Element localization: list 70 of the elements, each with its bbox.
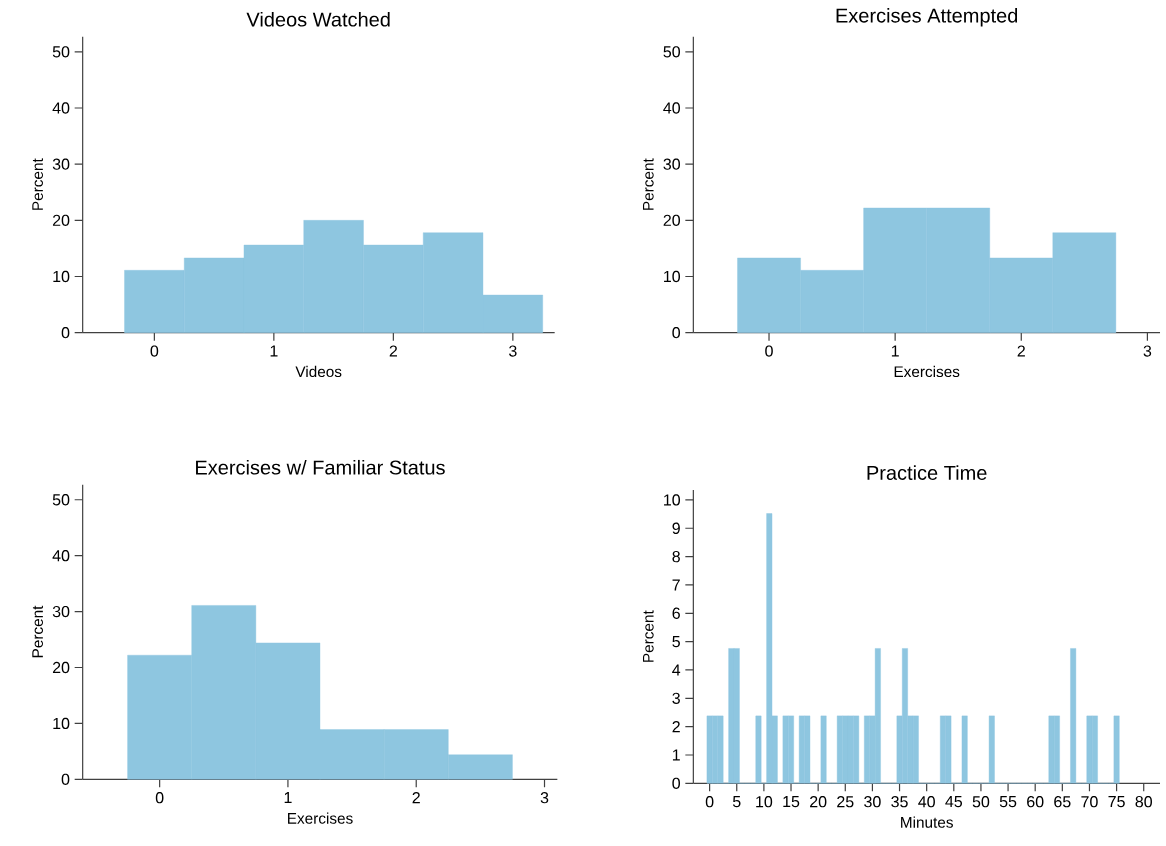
y-tick-label: 10 [53, 270, 70, 283]
y-tick-label: 7 [672, 579, 680, 591]
x-tick-label: 0 [705, 796, 714, 808]
y-tick-label: 20 [52, 214, 70, 226]
x-tick-label: 75 [1108, 796, 1125, 808]
x-tick-label: 3 [1143, 345, 1152, 357]
y-tick-label: 40 [52, 102, 70, 114]
y-tick-label: 30 [52, 605, 70, 618]
y-axis-title: Percent [642, 610, 654, 662]
y-tick-label: 0 [61, 327, 70, 339]
x-tick-label: 55 [999, 796, 1017, 808]
x-tick-label: 30 [864, 796, 881, 808]
x-tick-label: 5 [732, 796, 741, 808]
y-axis-title: Percent [32, 605, 43, 658]
x-tick-label: 80 [1135, 796, 1152, 808]
x-tick-label: 0 [155, 792, 164, 804]
chart-title: Practice Time [867, 465, 987, 480]
y-tick-label: 20 [52, 661, 70, 674]
x-tick-label: 1 [284, 792, 292, 804]
y-tick-label: 30 [663, 158, 681, 170]
x-tick-label: 35 [891, 796, 908, 808]
x-tick-label: 70 [1081, 796, 1098, 808]
x-tick-label: 2 [412, 792, 420, 804]
y-tick-label: 9 [672, 522, 680, 534]
y-tick-label: 6 [672, 607, 680, 619]
y-tick-label: 0 [672, 327, 681, 339]
x-tick-label: 3 [509, 345, 517, 357]
y-tick-label: 10 [664, 270, 681, 283]
x-tick-label: 15 [783, 796, 800, 808]
x-tick-label: 1 [270, 345, 278, 357]
x-tick-label: 2 [1017, 345, 1025, 357]
y-tick-label: 50 [52, 46, 70, 58]
y-axis-title: Percent [642, 158, 654, 210]
y-tick-label: 10 [664, 494, 681, 506]
y-tick-label: 0 [61, 773, 70, 785]
x-tick-label: 2 [389, 345, 397, 357]
y-axis-title: Percent [32, 158, 43, 210]
y-tick-label: 50 [52, 494, 70, 506]
y-tick-label: 10 [53, 717, 70, 730]
y-tick-label: 50 [663, 46, 681, 58]
x-tick-label: 1 [891, 345, 899, 357]
x-axis-title: Exercises [288, 812, 353, 824]
x-axis-title: Videos [295, 365, 342, 378]
x-tick-label: 50 [972, 796, 990, 808]
x-tick-label: 20 [810, 796, 827, 808]
x-tick-label: 0 [150, 345, 159, 357]
y-tick-label: 8 [672, 550, 680, 563]
chart-title: Videos Watched [246, 11, 390, 27]
chart-title: Exercises Attempted [836, 7, 1018, 27]
x-tick-label: 60 [1027, 796, 1044, 808]
x-axis-title: Minutes [901, 816, 953, 828]
x-tick-label: 10 [756, 796, 773, 808]
x-tick-label: 0 [765, 345, 773, 357]
x-tick-label: 3 [540, 792, 549, 804]
y-tick-label: 1 [672, 749, 680, 761]
y-tick-label: 20 [663, 214, 681, 226]
x-axis-title: Exercises [894, 365, 960, 378]
y-tick-label: 40 [663, 102, 681, 114]
y-tick-label: 5 [672, 636, 680, 648]
chart-title: Exercises w/ Familiar Status [196, 459, 445, 475]
y-tick-label: 0 [672, 777, 681, 789]
x-tick-label: 65 [1054, 796, 1071, 808]
y-tick-label: 3 [672, 692, 680, 704]
y-tick-label: 4 [672, 664, 681, 676]
x-tick-label: 25 [837, 796, 854, 808]
y-tick-label: 40 [52, 550, 70, 562]
y-tick-label: 30 [52, 158, 70, 170]
x-tick-label: 45 [945, 796, 963, 808]
x-tick-label: 40 [918, 796, 935, 808]
y-tick-label: 2 [672, 721, 680, 733]
